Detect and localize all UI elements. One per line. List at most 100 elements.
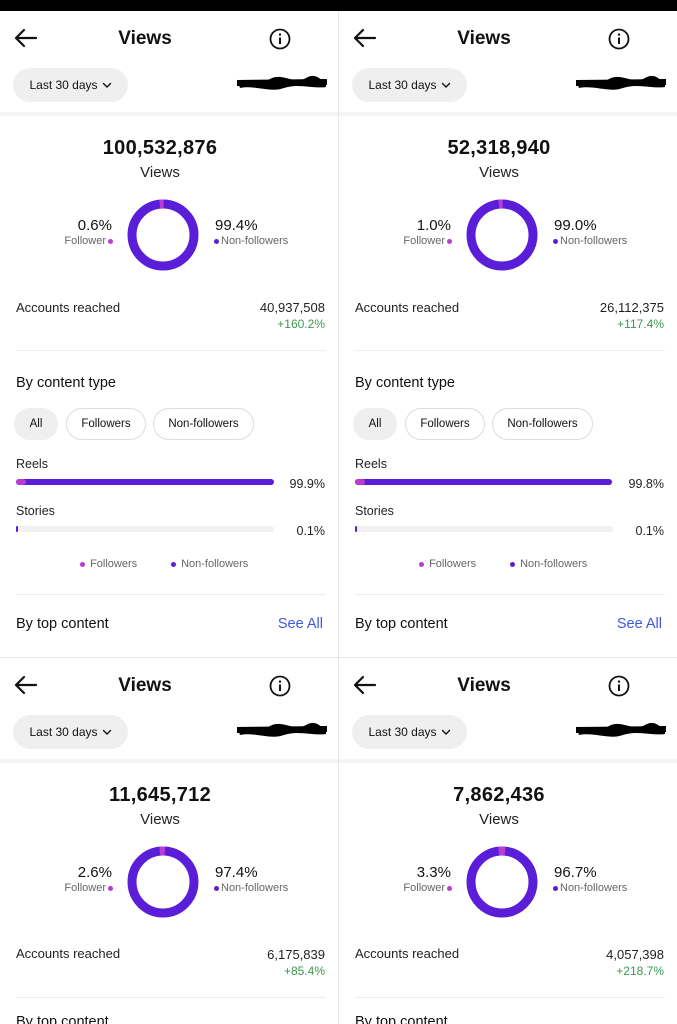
- views-insights-panel: Views Last 30 days 52,318,940 Views 1.0%…: [339, 11, 677, 657]
- accounts-reached-label: Accounts reached: [16, 300, 121, 315]
- arrow-left-icon[interactable]: [351, 27, 377, 49]
- follower-label: Follower: [64, 882, 106, 894]
- non-follower-percent: 99.0%: [554, 217, 597, 234]
- non-follower-dot-icon: [553, 885, 558, 891]
- content-type-title: By content type: [355, 375, 455, 391]
- follower-percent: 0.6%: [77, 217, 112, 234]
- chevron-down-icon: [441, 82, 450, 88]
- filter-chip-non-followers[interactable]: Non-followers: [153, 408, 254, 440]
- info-icon[interactable]: [608, 675, 630, 697]
- row-divider: [16, 350, 326, 351]
- non-follower-label: Non-followers: [221, 882, 289, 894]
- non-follower-dot-icon: [214, 238, 219, 244]
- donut-non-followers-arc: [466, 846, 538, 918]
- views-insights-panel: Views Last 30 days 7,862,436 Views 3.3% …: [339, 658, 677, 1024]
- accounts-reached-change: +117.4%: [617, 317, 664, 331]
- stories-bar-fill: [355, 526, 357, 532]
- follower-legend: Follower: [339, 882, 454, 894]
- follower-legend: Follower: [339, 235, 454, 247]
- info-icon[interactable]: [608, 28, 630, 50]
- row-divider: [16, 594, 326, 595]
- info-icon[interactable]: [269, 28, 291, 50]
- date-range-dropdown[interactable]: Last 30 days: [352, 715, 467, 749]
- info-icon[interactable]: [269, 675, 291, 697]
- filter-chip-all[interactable]: All: [353, 408, 397, 440]
- views-label: Views: [140, 164, 180, 181]
- views-donut-chart: [466, 199, 538, 271]
- donut-non-followers-arc: [466, 199, 538, 271]
- legend-followers: Followers: [78, 558, 137, 570]
- reels-bar-track: [16, 479, 274, 485]
- status-bar-strip: [0, 0, 677, 11]
- redacted-account-name: [576, 722, 666, 737]
- panel-header: Views: [339, 658, 677, 714]
- non-followers-dot-icon: [171, 561, 176, 567]
- accounts-reached-label: Accounts reached: [16, 946, 121, 961]
- date-range-dropdown[interactable]: Last 30 days: [13, 68, 128, 102]
- collage-divider-horizontal: [0, 657, 677, 658]
- redacted-account-name: [237, 722, 327, 737]
- panel-header: Views: [0, 658, 338, 714]
- follower-legend: Follower: [0, 235, 115, 247]
- stories-percent: 0.1%: [635, 524, 665, 538]
- top-content-title: By top content: [355, 616, 448, 632]
- views-total: 52,318,940: [447, 137, 551, 159]
- row-divider: [355, 350, 665, 351]
- accounts-reached-value: 40,937,508: [259, 300, 325, 315]
- legend-followers-label: Followers: [90, 558, 138, 570]
- redacted-account-name: [237, 75, 327, 90]
- reels-bar-followers-fill: [16, 479, 27, 485]
- filter-chip-all[interactable]: All: [14, 408, 58, 440]
- date-range-dropdown[interactable]: Last 30 days: [352, 68, 467, 102]
- views-label: Views: [140, 811, 180, 828]
- panel-header: Views: [339, 11, 677, 67]
- section-divider: [339, 112, 677, 116]
- donut-non-followers-arc: [127, 846, 199, 918]
- views-donut-chart: [466, 846, 538, 918]
- follower-dot-icon: [108, 885, 113, 891]
- reels-percent: 99.9%: [289, 477, 325, 491]
- non-follower-legend: Non-followers: [551, 882, 627, 894]
- stories-bar-fill: [16, 526, 18, 532]
- non-follower-percent: 97.4%: [215, 864, 258, 881]
- views-label: Views: [479, 164, 519, 181]
- filter-chip-followers[interactable]: Followers: [405, 408, 485, 440]
- arrow-left-icon[interactable]: [12, 27, 38, 49]
- collage-divider-vertical: [338, 11, 339, 1024]
- content-type-title: By content type: [16, 375, 116, 391]
- date-range-label: Last 30 days: [29, 78, 98, 92]
- top-content-title-partial: By top content: [355, 1014, 448, 1024]
- date-range-dropdown[interactable]: Last 30 days: [13, 715, 128, 749]
- non-follower-label: Non-followers: [560, 235, 628, 247]
- date-range-label: Last 30 days: [368, 78, 437, 92]
- stories-label: Stories: [355, 504, 394, 518]
- views-donut-chart: [127, 199, 199, 271]
- reels-bar-fill: [16, 479, 274, 485]
- accounts-reached-label: Accounts reached: [355, 300, 460, 315]
- legend-non-followers-label: Non-followers: [181, 558, 249, 570]
- non-follower-legend: Non-followers: [551, 235, 627, 247]
- accounts-reached-label: Accounts reached: [355, 946, 460, 961]
- redacted-account-name: [576, 75, 666, 90]
- follower-label: Follower: [64, 235, 106, 247]
- top-content-title: By top content: [16, 616, 109, 632]
- filter-chip-non-followers[interactable]: Non-followers: [492, 408, 593, 440]
- page-title: Views: [118, 28, 172, 49]
- filter-chip-followers[interactable]: Followers: [66, 408, 146, 440]
- row-divider: [355, 997, 665, 998]
- chevron-down-icon: [441, 729, 450, 735]
- top-content-title-partial: By top content: [16, 1014, 109, 1024]
- non-follower-percent: 96.7%: [554, 864, 597, 881]
- arrow-left-icon[interactable]: [351, 674, 377, 696]
- see-all-link[interactable]: See All: [277, 616, 323, 632]
- legend-followers-label: Followers: [429, 558, 477, 570]
- see-all-link[interactable]: See All: [616, 616, 662, 632]
- non-follower-dot-icon: [553, 238, 558, 244]
- arrow-left-icon[interactable]: [12, 674, 38, 696]
- views-total: 7,862,436: [453, 784, 545, 806]
- section-divider: [0, 759, 338, 763]
- views-total: 11,645,712: [109, 784, 211, 806]
- section-divider: [339, 759, 677, 763]
- accounts-reached-value: 26,112,375: [599, 300, 664, 315]
- section-divider: [0, 112, 338, 116]
